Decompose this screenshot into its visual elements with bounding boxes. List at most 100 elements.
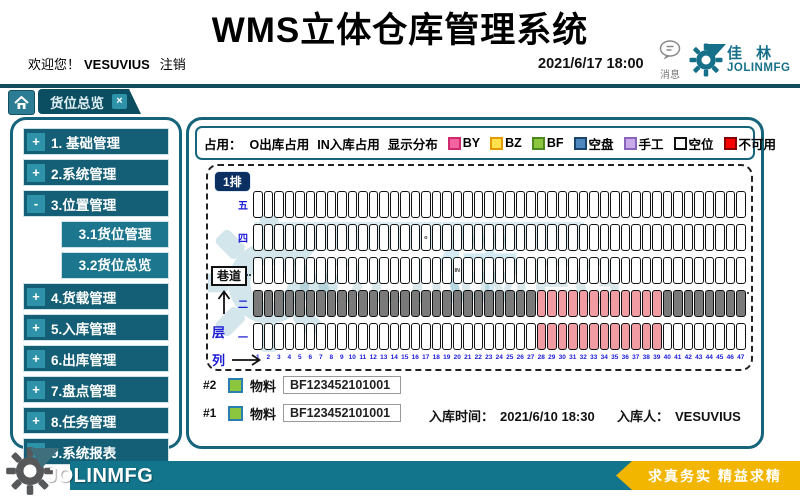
rack-cell[interactable]: [337, 191, 347, 218]
sidebar-item-4[interactable]: +4.货载管理: [23, 283, 169, 310]
rack-cell[interactable]: [505, 191, 515, 218]
rack-cell[interactable]: [547, 257, 557, 284]
rack-cell[interactable]: [715, 290, 725, 317]
rack-cell[interactable]: [368, 290, 378, 317]
rack-cell[interactable]: [631, 323, 641, 350]
rack-cell[interactable]: o: [421, 224, 431, 251]
rack-cell[interactable]: [673, 290, 683, 317]
rack-cell[interactable]: [253, 191, 263, 218]
rack-cell[interactable]: [736, 323, 746, 350]
rack-cell[interactable]: [715, 323, 725, 350]
rack-cell[interactable]: [557, 257, 567, 284]
rack-cell[interactable]: [347, 257, 357, 284]
rack-cell[interactable]: [610, 290, 620, 317]
rack-cell[interactable]: [536, 290, 546, 317]
rack-cell[interactable]: [568, 191, 578, 218]
rack-cell[interactable]: [589, 290, 599, 317]
rack-cell[interactable]: [421, 191, 431, 218]
rack-cell[interactable]: [536, 323, 546, 350]
rack-cell[interactable]: [389, 323, 399, 350]
rack-cell[interactable]: [662, 323, 672, 350]
rack-cell[interactable]: [568, 290, 578, 317]
rack-cell[interactable]: [452, 224, 462, 251]
rack-cell[interactable]: [536, 224, 546, 251]
rack-cell[interactable]: [263, 290, 273, 317]
rack-cell[interactable]: [652, 290, 662, 317]
rack-cell[interactable]: [620, 257, 630, 284]
rack-cell[interactable]: [484, 323, 494, 350]
rack-cell[interactable]: [358, 323, 368, 350]
rack-cell[interactable]: [410, 290, 420, 317]
rack-cell[interactable]: [641, 290, 651, 317]
message-button[interactable]: 消息: [652, 40, 688, 81]
rack-cell[interactable]: [526, 290, 536, 317]
rack-cell[interactable]: [305, 323, 315, 350]
rack-cell[interactable]: [484, 257, 494, 284]
rack-cell[interactable]: [484, 224, 494, 251]
expand-icon[interactable]: +: [27, 287, 45, 306]
sidebar-item-6[interactable]: +6.出库管理: [23, 345, 169, 372]
rack-cell[interactable]: [505, 290, 515, 317]
rack-cell[interactable]: [641, 191, 651, 218]
rack-cell[interactable]: [305, 290, 315, 317]
rack-cell[interactable]: [452, 191, 462, 218]
rack-cell[interactable]: [568, 257, 578, 284]
rack-cell[interactable]: [652, 323, 662, 350]
rack-cell[interactable]: [578, 191, 588, 218]
rack-cell[interactable]: [326, 323, 336, 350]
rack-cell[interactable]: [620, 290, 630, 317]
rack-cell[interactable]: [494, 290, 504, 317]
material-code-input[interactable]: [283, 404, 402, 422]
rack-cell[interactable]: [683, 257, 693, 284]
rack-cell[interactable]: [326, 290, 336, 317]
rack-cell[interactable]: [274, 323, 284, 350]
rack-cell[interactable]: [715, 224, 725, 251]
rack-cell[interactable]: [631, 257, 641, 284]
rack-cell[interactable]: [284, 290, 294, 317]
rack-cell[interactable]: [473, 224, 483, 251]
rack-cell[interactable]: [662, 191, 672, 218]
rack-cell[interactable]: [305, 224, 315, 251]
rack-cell[interactable]: [284, 257, 294, 284]
rack-cell[interactable]: [400, 257, 410, 284]
rack-cell[interactable]: [358, 191, 368, 218]
rack-cell[interactable]: [305, 257, 315, 284]
rack-cell[interactable]: [337, 257, 347, 284]
rack-cell[interactable]: [547, 224, 557, 251]
sidebar-subitem-3-1[interactable]: 3.1货位管理: [61, 221, 169, 248]
rack-cell[interactable]: [631, 290, 641, 317]
rack-cell[interactable]: [389, 191, 399, 218]
rack-cell[interactable]: [368, 257, 378, 284]
rack-cell[interactable]: [253, 323, 263, 350]
rack-cell[interactable]: [431, 323, 441, 350]
tab-close-icon[interactable]: ×: [112, 94, 127, 109]
rack-cell[interactable]: [263, 224, 273, 251]
rack-cell[interactable]: [641, 257, 651, 284]
rack-cell[interactable]: [494, 257, 504, 284]
rack-cell[interactable]: [337, 323, 347, 350]
rack-cell[interactable]: [662, 224, 672, 251]
rack-cell[interactable]: [536, 191, 546, 218]
rack-cell[interactable]: [578, 257, 588, 284]
rack-cell[interactable]: [400, 224, 410, 251]
expand-icon[interactable]: +: [27, 132, 45, 151]
rack-cell[interactable]: [725, 224, 735, 251]
rack-cell[interactable]: [515, 224, 525, 251]
rack-cell[interactable]: [274, 191, 284, 218]
rack-cell[interactable]: [673, 323, 683, 350]
rack-cell[interactable]: [389, 224, 399, 251]
rack-cell[interactable]: [442, 224, 452, 251]
rack-cell[interactable]: [673, 224, 683, 251]
rack-cell[interactable]: [599, 191, 609, 218]
rack-cell[interactable]: [473, 257, 483, 284]
rack-cell[interactable]: [715, 257, 725, 284]
rack-cell[interactable]: [736, 224, 746, 251]
rack-cell[interactable]: [410, 224, 420, 251]
rack-cell[interactable]: [473, 191, 483, 218]
rack-cell[interactable]: [253, 290, 263, 317]
rack-cell[interactable]: [347, 224, 357, 251]
rack-cell[interactable]: [704, 191, 714, 218]
rack-cell[interactable]: [683, 323, 693, 350]
rack-cell[interactable]: [316, 191, 326, 218]
rack-cell[interactable]: [431, 191, 441, 218]
